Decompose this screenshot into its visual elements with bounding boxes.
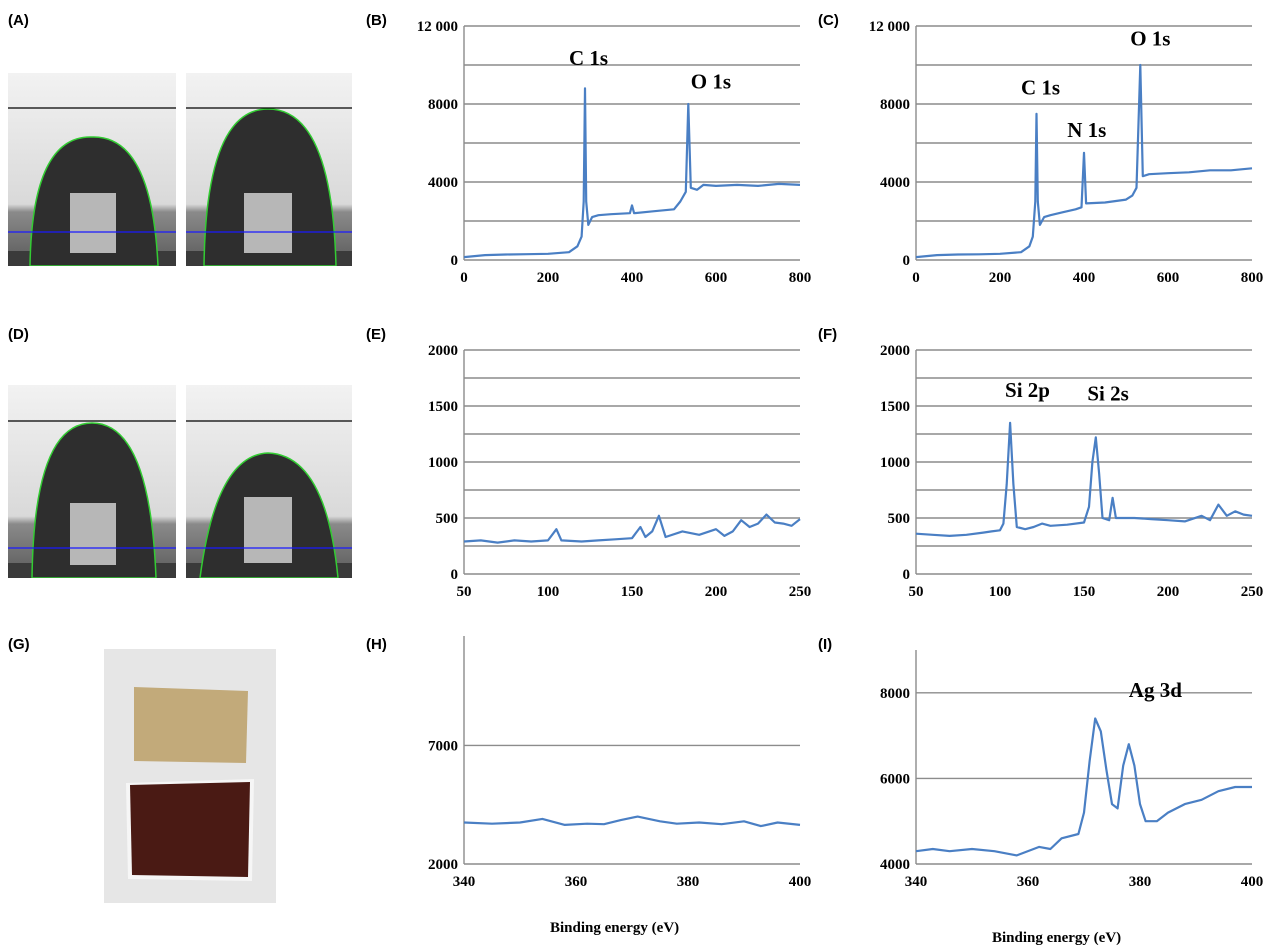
y-tick-label: 0: [903, 567, 911, 583]
y-tick-label: 2000: [428, 343, 458, 359]
droplet-image-d-left: [8, 385, 176, 578]
x-tick-label: 600: [1157, 270, 1180, 286]
peak-annotation: C 1s: [1021, 75, 1060, 99]
series-line: [915, 421, 1253, 537]
x-tick-label: 380: [1129, 874, 1152, 890]
film-samples-photo: [104, 649, 276, 903]
y-tick-label: 1000: [880, 455, 910, 471]
panel-label-f: (F): [818, 326, 838, 343]
x-tick-label: 340: [453, 874, 476, 890]
y-tick-label: 1500: [428, 399, 458, 415]
series-line: [915, 63, 1253, 259]
y-tick-label: 0: [451, 253, 459, 269]
y-tick-label: 0: [903, 253, 911, 269]
series-line: [463, 87, 801, 259]
droplet-image-a-right: [186, 73, 352, 266]
x-tick-label: 360: [1017, 874, 1040, 890]
x-tick-label: 50: [909, 584, 924, 600]
x-tick-label: 200: [989, 270, 1012, 286]
y-tick-label: 0: [451, 567, 459, 583]
y-tick-label: 8000: [428, 97, 458, 113]
film-top-sample: [134, 687, 248, 763]
x-tick-label: 380: [677, 874, 700, 890]
y-tick-label: 500: [888, 511, 911, 527]
panel-label-e: (E): [366, 326, 386, 343]
x-tick-label: 150: [621, 584, 644, 600]
y-tick-label: 2000: [428, 857, 458, 873]
y-tick-label: 8000: [880, 97, 910, 113]
y-tick-label: 12 000: [417, 19, 458, 35]
x-tick-label: 200: [537, 270, 560, 286]
y-tick-label: 4000: [428, 175, 458, 191]
x-tick-label: 600: [705, 270, 728, 286]
x-tick-label: 150: [1073, 584, 1096, 600]
panel-label-d: (D): [8, 326, 29, 343]
peak-annotation: O 1s: [1130, 27, 1170, 51]
x-tick-label: 200: [1157, 584, 1180, 600]
y-tick-label: 500: [436, 511, 459, 527]
peak-annotation: C 1s: [569, 46, 608, 70]
panel-label-g: (G): [8, 636, 30, 653]
peak-annotation: Si 2s: [1087, 381, 1128, 405]
peak-annotation: Ag 3d: [1129, 678, 1182, 702]
x-axis-label-h: Binding energy (eV): [550, 920, 680, 936]
x-tick-label: 250: [1241, 584, 1264, 600]
x-tick-label: 0: [460, 270, 468, 286]
x-tick-label: 800: [789, 270, 812, 286]
y-tick-label: 6000: [880, 771, 910, 787]
y-tick-label: 7000: [428, 738, 458, 754]
series-line: [463, 513, 801, 544]
droplet-image-a-left: [8, 73, 176, 266]
peak-annotation: N 1s: [1067, 118, 1106, 142]
series-line: [463, 815, 801, 828]
panel-label-a: (A): [8, 12, 29, 29]
x-tick-label: 0: [912, 270, 920, 286]
y-tick-label: 1000: [428, 455, 458, 471]
chart-h: 2000 7000 340 360 380 400: [428, 636, 812, 890]
x-tick-label: 800: [1241, 270, 1264, 286]
series-line: [915, 717, 1252, 857]
x-tick-label: 400: [789, 874, 812, 890]
y-tick-label: 4000: [880, 175, 910, 191]
x-tick-label: 400: [621, 270, 644, 286]
film-bottom-sample: [130, 782, 250, 877]
x-tick-label: 400: [1073, 270, 1096, 286]
chart-i: 4000 6000 8000 340 360 380 400 Ag 3d: [880, 650, 1264, 890]
x-tick-label: 340: [905, 874, 928, 890]
chart-c: 0 4000 8000 12 000 0 200 400 600 800 C 1s N 1s O 1s: [869, 19, 1264, 286]
x-axis-label-i: Binding energy (eV): [992, 930, 1122, 946]
y-tick-label: 4000: [880, 857, 910, 873]
x-tick-label: 50: [457, 584, 472, 600]
panel-label-b: (B): [366, 12, 387, 29]
x-tick-label: 250: [789, 584, 812, 600]
y-tick-label: 1500: [880, 399, 910, 415]
peak-annotation: Si 2p: [1005, 378, 1050, 402]
chart-f: 0 500 1000 1500 2000 50 100 150 200 250 Si 2p Si 2s: [880, 343, 1264, 600]
chart-b: 0 4000 8000 12 000 0 200 400 600 800 C 1s O 1s: [417, 19, 812, 286]
x-tick-label: 100: [989, 584, 1012, 600]
droplet-image-d-right: [186, 385, 352, 578]
chart-e: 0 500 1000 1500 2000 50 100 150 200 250: [428, 343, 812, 600]
y-tick-label: 12 000: [869, 19, 910, 35]
x-tick-label: 360: [565, 874, 588, 890]
y-tick-label: 8000: [880, 686, 910, 702]
panel-label-i: (I): [818, 636, 833, 653]
peak-annotation: O 1s: [691, 69, 731, 93]
panel-label-h: (H): [366, 636, 387, 653]
y-tick-label: 2000: [880, 343, 910, 359]
x-tick-label: 100: [537, 584, 560, 600]
x-tick-label: 200: [705, 584, 728, 600]
x-tick-label: 400: [1241, 874, 1264, 890]
panel-label-c: (C): [818, 12, 839, 29]
